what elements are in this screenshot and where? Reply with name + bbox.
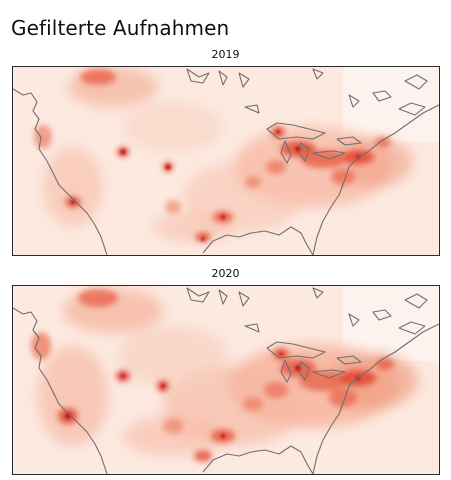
- emission-hotspots: [34, 69, 391, 242]
- coastlines: [13, 287, 439, 474]
- map-panel-2019: [12, 66, 440, 256]
- no2-map-2020: [13, 286, 439, 474]
- coastlines: [13, 68, 439, 255]
- panel-label-2020: 2020: [211, 267, 240, 280]
- figure-title: Gefilterte Aufnahmen: [11, 16, 230, 40]
- city-cores: [70, 130, 361, 242]
- panel-label-2019: 2019: [211, 48, 240, 61]
- no2-map-2019: [13, 67, 439, 255]
- map-panel-2020: [12, 285, 440, 475]
